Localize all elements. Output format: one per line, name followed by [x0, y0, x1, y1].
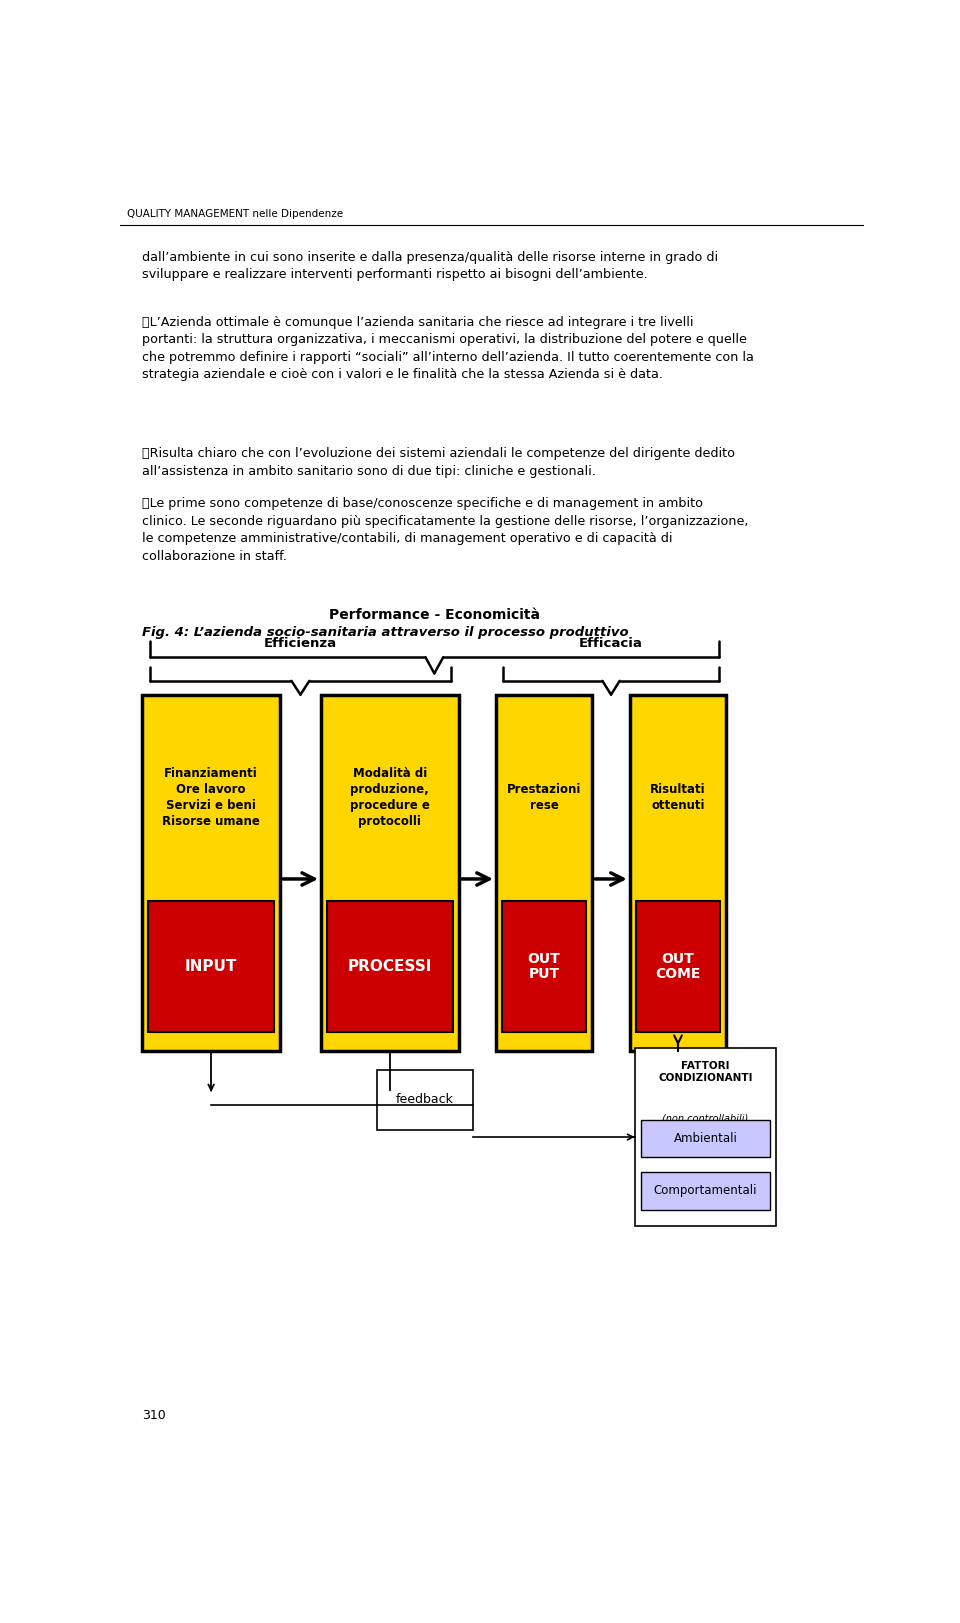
FancyBboxPatch shape	[376, 1070, 473, 1130]
Text: Risulta chiaro che con l’evoluzione dei sistemi aziendali le competenze del diri: Risulta chiaro che con l’evoluzione dei …	[142, 448, 735, 477]
Text: FATTORI
CONDIZIONANTI: FATTORI CONDIZIONANTI	[659, 1061, 753, 1083]
Text: PROCESSI: PROCESSI	[348, 959, 432, 974]
FancyBboxPatch shape	[326, 901, 452, 1032]
Text: Modalità di
produzione,
procedure e
protocolli: Modalità di produzione, procedure e prot…	[349, 768, 430, 828]
Text: Performance - Economicità: Performance - Economicità	[329, 609, 540, 622]
Text: 310: 310	[142, 1409, 166, 1422]
FancyBboxPatch shape	[641, 1120, 770, 1157]
Text: Finanziamenti
Ore lavoro
Servizi e beni
Risorse umane: Finanziamenti Ore lavoro Servizi e beni …	[162, 768, 260, 828]
Text: Ambientali: Ambientali	[674, 1131, 737, 1144]
FancyBboxPatch shape	[321, 695, 459, 1050]
Text: OUT
COME: OUT COME	[656, 953, 701, 980]
Text: (non controllabili): (non controllabili)	[662, 1113, 749, 1123]
Text: Comportamentali: Comportamentali	[654, 1185, 757, 1198]
FancyBboxPatch shape	[148, 901, 274, 1032]
Text: dall’ambiente in cui sono inserite e dalla presenza/qualità delle risorse intern: dall’ambiente in cui sono inserite e dal…	[142, 252, 718, 281]
FancyBboxPatch shape	[636, 901, 720, 1032]
Text: Prestazioni
rese: Prestazioni rese	[507, 784, 581, 812]
FancyBboxPatch shape	[630, 695, 727, 1050]
Text: Efficacia: Efficacia	[579, 636, 643, 649]
Text: QUALITY MANAGEMENT nelle Dipendenze: QUALITY MANAGEMENT nelle Dipendenze	[128, 208, 344, 219]
Text: OUT
PUT: OUT PUT	[528, 953, 561, 980]
Text: feedback: feedback	[396, 1092, 454, 1105]
Text: Efficienza: Efficienza	[264, 636, 337, 649]
Text: L’Azienda ottimale è comunque l’azienda sanitaria che riesce ad integrare i tre : L’Azienda ottimale è comunque l’azienda …	[142, 316, 755, 381]
FancyBboxPatch shape	[502, 901, 587, 1032]
Text: Fig. 4: L’azienda socio-sanitaria attraverso il processo produttivo: Fig. 4: L’azienda socio-sanitaria attrav…	[142, 626, 629, 639]
FancyBboxPatch shape	[635, 1048, 777, 1225]
Text: Le prime sono competenze di base/conoscenze specifiche e di management in ambito: Le prime sono competenze di base/conosce…	[142, 497, 749, 563]
FancyBboxPatch shape	[142, 695, 280, 1050]
Text: Risultati
ottenuti: Risultati ottenuti	[650, 784, 706, 812]
FancyBboxPatch shape	[495, 695, 592, 1050]
FancyBboxPatch shape	[641, 1172, 770, 1209]
Text: INPUT: INPUT	[185, 959, 237, 974]
